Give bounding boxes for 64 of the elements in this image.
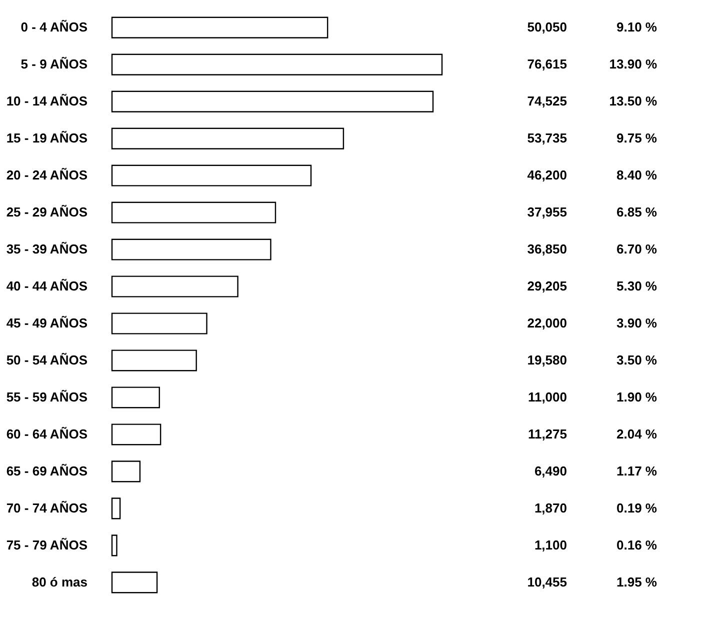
- text: 13.90 %: [609, 56, 658, 72]
- text: 13.50 %: [609, 94, 658, 109]
- text: 2.04 %: [616, 426, 658, 442]
- text: 0.19 %: [616, 500, 658, 516]
- y-tick-label: 10 - 14 AÑOS: [6, 94, 88, 109]
- bar: [111, 424, 162, 446]
- text: 1.17 %: [616, 463, 658, 478]
- bar: [111, 16, 328, 38]
- y-tick-label: 5 - 9 AÑOS: [20, 56, 88, 72]
- y-tick-label: 65 - 69 AÑOS: [6, 463, 88, 478]
- data-label: 19,580: [527, 352, 567, 368]
- y-tick-label: 60 - 64 AÑOS: [6, 426, 88, 442]
- text: 5.30 %: [616, 278, 658, 294]
- text: 1.90 %: [616, 389, 658, 404]
- y-tick-label: 70 - 74 AÑOS: [6, 500, 88, 516]
- text: 0.16 %: [616, 537, 658, 552]
- data-label: 6,490: [534, 463, 567, 478]
- data-label: 10,455: [527, 574, 567, 590]
- y-tick-label: 50 - 54 AÑOS: [6, 352, 88, 368]
- data-label: 22,000: [527, 315, 567, 330]
- data-label: 29,205: [527, 278, 567, 294]
- data-label: 74,525: [527, 94, 567, 109]
- data-label: 53,735: [527, 130, 567, 146]
- data-label: 11,275: [528, 426, 567, 442]
- y-tick-label: 35 - 39 AÑOS: [6, 242, 88, 257]
- bar: [111, 90, 434, 112]
- y-tick-label: 25 - 29 AÑOS: [6, 204, 88, 220]
- y-tick-label: 15 - 19 AÑOS: [6, 130, 88, 146]
- bar: [111, 534, 118, 556]
- bar: [111, 572, 158, 594]
- bar: [111, 54, 443, 76]
- bar: [111, 312, 208, 334]
- y-tick-label: 55 - 59 AÑOS: [6, 389, 88, 404]
- y-tick-label: 45 - 49 AÑOS: [6, 315, 88, 330]
- bar: [111, 238, 272, 260]
- text: 3.90 %: [616, 315, 658, 330]
- y-tick-label: 75 - 79 AÑOS: [6, 537, 88, 552]
- bar: [111, 498, 121, 520]
- data-label: 11,000: [528, 389, 567, 404]
- bar: [111, 350, 197, 372]
- bar: [111, 202, 276, 224]
- data-label: 36,850: [527, 242, 567, 257]
- y-tick-label: 20 - 24 AÑOS: [6, 168, 88, 183]
- text: 1.95 %: [616, 574, 658, 590]
- data-label: 1,100: [534, 537, 567, 552]
- text: 9.75 %: [616, 130, 658, 146]
- data-label: 46,200: [527, 168, 567, 183]
- y-tick-label: 0 - 4 AÑOS: [20, 20, 88, 35]
- data-label: 50,050: [527, 20, 567, 35]
- bar: [111, 386, 160, 408]
- y-tick-label: 40 - 44 AÑOS: [6, 278, 88, 294]
- bar: [111, 460, 141, 482]
- data-label: 1,870: [534, 500, 567, 516]
- data-label: 76,615: [527, 56, 567, 72]
- text: 8.40 %: [616, 168, 658, 183]
- text: 6.85 %: [616, 204, 658, 220]
- text: 3.50 %: [616, 352, 658, 368]
- text: 6.70 %: [616, 242, 658, 257]
- bar: [111, 128, 344, 150]
- y-tick-label: 80 ó mas: [32, 574, 88, 590]
- bar: [111, 276, 238, 298]
- bar: [111, 164, 312, 186]
- text: 9.10 %: [616, 20, 658, 35]
- data-label: 37,955: [527, 204, 567, 220]
